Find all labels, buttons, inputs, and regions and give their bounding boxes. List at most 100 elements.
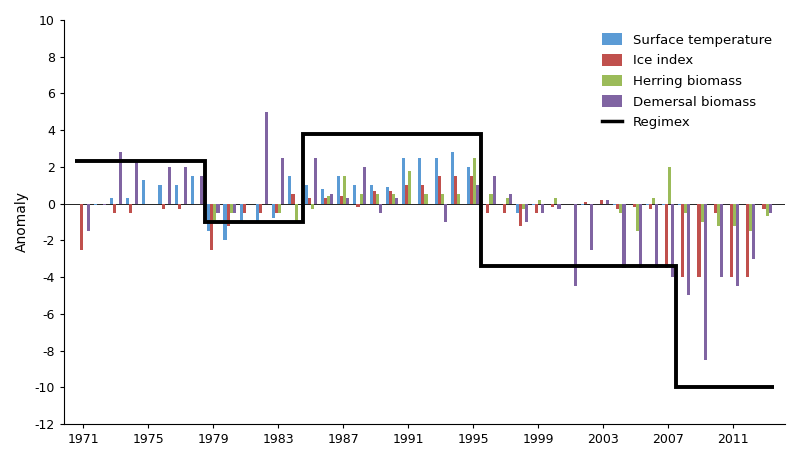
Bar <box>750 204 752 231</box>
Bar <box>684 204 687 213</box>
Bar <box>178 204 181 209</box>
Bar <box>701 204 704 222</box>
Bar <box>343 176 346 204</box>
Bar <box>704 204 706 360</box>
Bar <box>256 204 259 222</box>
Bar <box>272 204 275 219</box>
Bar <box>418 158 422 204</box>
Bar <box>762 204 766 209</box>
Bar <box>379 204 382 213</box>
Bar <box>613 204 616 206</box>
Bar <box>275 204 278 213</box>
Bar <box>457 195 460 204</box>
Bar <box>282 158 285 204</box>
Bar <box>191 176 194 204</box>
Bar <box>214 204 217 222</box>
Y-axis label: Anomaly: Anomaly <box>15 191 29 253</box>
Bar <box>408 171 411 204</box>
Bar <box>746 204 750 277</box>
Bar <box>200 176 203 204</box>
Bar <box>119 152 122 204</box>
Bar <box>665 204 668 268</box>
Bar <box>158 185 162 204</box>
Bar <box>574 204 577 286</box>
Bar <box>490 195 493 204</box>
Bar <box>581 204 584 206</box>
Bar <box>425 195 427 204</box>
Bar <box>305 185 308 204</box>
Bar <box>733 204 736 225</box>
Bar <box>493 176 496 204</box>
Bar <box>405 185 408 204</box>
Bar <box>142 180 146 204</box>
Bar <box>522 204 525 209</box>
Bar <box>288 176 291 204</box>
Bar <box>590 204 593 249</box>
Bar <box>470 176 473 204</box>
Bar <box>662 204 665 206</box>
Bar <box>291 195 294 204</box>
Bar <box>308 198 311 204</box>
Bar <box>730 204 733 277</box>
Bar <box>373 191 376 204</box>
Bar <box>635 204 638 231</box>
Bar <box>389 191 392 204</box>
Bar <box>502 204 506 213</box>
Bar <box>359 195 362 204</box>
Bar <box>619 204 622 213</box>
Bar <box>551 204 554 207</box>
Bar <box>714 204 717 213</box>
Bar <box>86 204 90 231</box>
Bar <box>538 200 542 204</box>
Bar <box>321 189 324 204</box>
Bar <box>324 198 327 204</box>
Bar <box>184 167 187 204</box>
Bar <box>174 185 178 204</box>
Bar <box>327 196 330 204</box>
Bar <box>606 200 610 204</box>
Bar <box>392 195 395 204</box>
Bar <box>655 204 658 268</box>
Bar <box>584 202 587 204</box>
Bar <box>558 204 561 209</box>
Bar <box>638 204 642 268</box>
Bar <box>162 204 165 209</box>
Bar <box>337 176 340 204</box>
Bar <box>444 204 447 222</box>
Bar <box>525 204 528 222</box>
Bar <box>395 198 398 204</box>
Bar <box>226 204 230 225</box>
Legend: Surface temperature, Ice index, Herring biomass, Demersal biomass, Regimex: Surface temperature, Ice index, Herring … <box>596 27 778 136</box>
Bar <box>207 204 210 231</box>
Bar <box>362 167 366 204</box>
Bar <box>110 198 113 204</box>
Bar <box>717 204 720 225</box>
Bar <box>278 204 282 213</box>
Bar <box>438 176 441 204</box>
Bar <box>223 204 226 240</box>
Bar <box>233 204 236 213</box>
Bar <box>467 167 470 204</box>
Bar <box>217 204 219 213</box>
Bar <box>294 204 298 222</box>
Bar <box>102 204 106 206</box>
Bar <box>94 204 97 206</box>
Bar <box>126 198 129 204</box>
Bar <box>532 204 535 206</box>
Bar <box>752 204 755 259</box>
Bar <box>687 204 690 296</box>
Bar <box>113 204 116 213</box>
Bar <box>486 204 490 213</box>
Bar <box>554 198 558 204</box>
Bar <box>441 195 444 204</box>
Bar <box>402 158 405 204</box>
Bar <box>535 204 538 213</box>
Bar <box>698 204 701 277</box>
Bar <box>622 204 626 268</box>
Bar <box>210 204 214 249</box>
Bar <box>633 204 635 207</box>
Bar <box>242 204 246 213</box>
Bar <box>259 204 262 213</box>
Bar <box>646 204 649 206</box>
Bar <box>346 198 350 204</box>
